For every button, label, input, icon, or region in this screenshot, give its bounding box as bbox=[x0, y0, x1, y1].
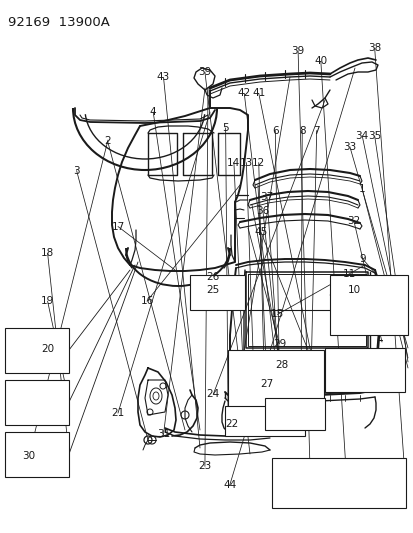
Bar bbox=[5, 328, 69, 373]
Bar bbox=[228, 350, 323, 416]
Text: 6: 6 bbox=[271, 126, 278, 135]
Text: 17: 17 bbox=[111, 222, 124, 231]
Text: 42: 42 bbox=[237, 88, 250, 98]
Text: 22: 22 bbox=[225, 419, 238, 429]
Text: 24: 24 bbox=[206, 390, 219, 399]
Text: 41: 41 bbox=[252, 88, 265, 98]
Text: 3: 3 bbox=[73, 166, 80, 175]
Text: 4: 4 bbox=[150, 107, 156, 117]
Text: 44: 44 bbox=[223, 480, 236, 490]
Text: 21: 21 bbox=[111, 408, 124, 418]
Text: 25: 25 bbox=[206, 286, 219, 295]
Text: 23: 23 bbox=[198, 462, 211, 471]
Bar bbox=[224, 406, 304, 436]
Text: 13: 13 bbox=[239, 158, 252, 167]
Text: 20: 20 bbox=[41, 344, 54, 354]
Text: 11: 11 bbox=[342, 270, 356, 279]
Bar bbox=[5, 432, 69, 477]
Text: 26: 26 bbox=[206, 272, 219, 282]
Text: 7: 7 bbox=[313, 126, 319, 135]
Text: 31: 31 bbox=[157, 430, 170, 439]
Text: 32: 32 bbox=[347, 216, 360, 226]
Text: 5: 5 bbox=[222, 123, 228, 133]
Text: 8: 8 bbox=[298, 126, 305, 135]
Text: 33: 33 bbox=[342, 142, 356, 151]
Text: 28: 28 bbox=[274, 360, 287, 370]
Bar bbox=[329, 275, 407, 335]
Text: 34: 34 bbox=[355, 131, 368, 141]
Text: 9: 9 bbox=[358, 254, 365, 263]
Text: 43: 43 bbox=[157, 72, 170, 82]
Text: 45: 45 bbox=[254, 227, 267, 237]
Bar bbox=[190, 275, 244, 310]
Text: 35: 35 bbox=[367, 131, 380, 141]
Text: 36: 36 bbox=[256, 206, 269, 215]
Text: 12: 12 bbox=[252, 158, 265, 167]
Bar bbox=[5, 380, 69, 425]
Text: 92169  13900A: 92169 13900A bbox=[8, 16, 109, 29]
Text: 1: 1 bbox=[358, 184, 365, 194]
Text: 14: 14 bbox=[227, 158, 240, 167]
Text: 2: 2 bbox=[104, 136, 111, 146]
Text: 16: 16 bbox=[140, 296, 153, 306]
Text: 18: 18 bbox=[41, 248, 54, 258]
Bar bbox=[271, 458, 405, 508]
Text: 40: 40 bbox=[313, 56, 327, 66]
Text: 19: 19 bbox=[41, 296, 54, 306]
Text: 10: 10 bbox=[347, 286, 360, 295]
Bar bbox=[324, 348, 404, 392]
Text: 38: 38 bbox=[367, 43, 380, 53]
Text: 15: 15 bbox=[270, 310, 283, 319]
Text: 39: 39 bbox=[198, 67, 211, 77]
Bar bbox=[264, 398, 324, 430]
Text: 39: 39 bbox=[291, 46, 304, 55]
Text: 30: 30 bbox=[22, 451, 36, 461]
Text: 29: 29 bbox=[272, 339, 285, 349]
Text: 27: 27 bbox=[260, 379, 273, 389]
Text: 37: 37 bbox=[260, 192, 273, 202]
